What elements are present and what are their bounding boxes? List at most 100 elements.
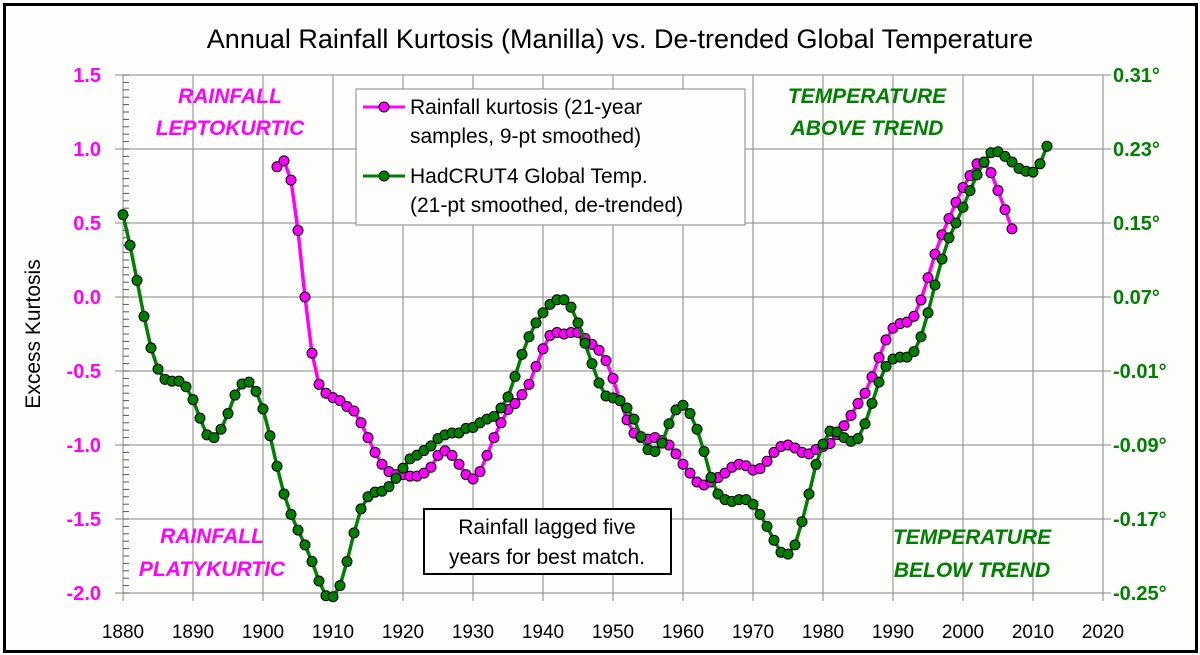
data-point-temperature: [271, 460, 283, 472]
data-point-temperature: [922, 307, 934, 319]
x-tick-label: 1940: [522, 622, 564, 643]
data-point-rainfall: [999, 204, 1011, 216]
data-point-rainfall: [537, 343, 549, 355]
data-point-temperature: [579, 337, 591, 349]
data-point-temperature: [495, 402, 507, 414]
x-tick-label: 2010: [1012, 622, 1054, 643]
data-point-rainfall: [908, 310, 920, 322]
data-point-rainfall: [278, 155, 290, 167]
data-point-rainfall: [992, 184, 1004, 196]
data-point-rainfall: [859, 387, 871, 399]
legend-label-temp-1: HadCRUT4 Global Temp.: [410, 165, 648, 188]
y-tick-label: 0.5: [73, 213, 101, 235]
data-point-rainfall: [838, 420, 850, 432]
annotation-rainfall-platykurtic-2: PLATYKURTIC: [139, 558, 286, 581]
data-point-temperature: [943, 232, 955, 244]
data-point-temperature: [803, 488, 815, 500]
annotation-rainfall-platykurtic-1: RAINFALL: [160, 525, 264, 548]
data-point-temperature: [488, 410, 500, 422]
legend-label-rainfall-1: Rainfall kurtosis (21-year: [410, 96, 642, 119]
y2-tick-label: -0.17°: [1113, 509, 1167, 531]
data-point-temperature: [152, 363, 164, 375]
data-point-temperature: [341, 556, 353, 568]
data-point-temperature: [117, 209, 129, 221]
data-point-rainfall: [446, 449, 458, 461]
legend-marker-temp: [378, 170, 390, 182]
note-line-1: Rainfall lagged five: [458, 516, 635, 539]
axis-ticks: 1880 1890 1900 1910 1920 1930 1940 1950 1960 1970…: [67, 65, 1167, 643]
data-point-temperature: [257, 403, 269, 415]
data-point-temperature: [558, 294, 570, 306]
data-point-temperature: [138, 310, 150, 322]
data-point-rainfall: [915, 294, 927, 306]
data-point-temperature: [852, 433, 864, 445]
data-point-temperature: [950, 217, 962, 229]
y2-tick-label: 0.15°: [1113, 213, 1160, 235]
data-point-temperature: [264, 430, 276, 442]
data-point-temperature: [313, 575, 325, 587]
data-point-temperature: [250, 385, 262, 397]
y2-tick-label: -0.01°: [1113, 361, 1167, 383]
data-point-temperature: [306, 556, 318, 568]
data-point-rainfall: [474, 466, 486, 478]
data-point-temperature: [124, 239, 136, 251]
y-tick-label: 1.0: [73, 139, 101, 161]
data-point-rainfall: [299, 291, 311, 303]
data-point-temperature: [299, 539, 311, 551]
data-point-rainfall: [922, 272, 934, 284]
data-point-temperature: [586, 358, 598, 370]
y-tick-label: 1.5: [73, 65, 101, 87]
data-point-temperature: [1041, 140, 1053, 152]
data-point-temperature: [915, 331, 927, 343]
data-point-temperature: [873, 376, 885, 388]
annotation-temperature-above-2: ABOVE TREND: [790, 117, 944, 140]
y-tick-label: -2.0: [67, 583, 101, 605]
data-point-temperature: [355, 503, 367, 515]
y2-tick-label: 0.31°: [1113, 65, 1160, 87]
data-point-temperature: [334, 580, 346, 592]
data-point-rainfall: [467, 473, 479, 485]
data-point-temperature: [243, 376, 255, 388]
data-point-rainfall: [677, 458, 689, 470]
data-point-temperature: [285, 508, 297, 520]
data-point-temperature: [663, 418, 675, 430]
data-point-rainfall: [873, 352, 885, 364]
data-point-rainfall: [306, 347, 318, 359]
legend: Rainfall kurtosis (21-year samples, 9-pt…: [355, 88, 746, 226]
data-point-temperature: [796, 516, 808, 528]
data-point-temperature: [810, 458, 822, 470]
data-point-temperature: [593, 377, 605, 389]
data-point-temperature: [621, 402, 633, 414]
x-tick-label: 1930: [452, 622, 494, 643]
data-point-temperature: [957, 201, 969, 213]
data-point-rainfall: [670, 448, 682, 460]
data-point-temperature: [1034, 158, 1046, 170]
data-point-temperature: [908, 346, 920, 358]
data-point-temperature: [383, 481, 395, 493]
data-point-temperature: [754, 508, 766, 520]
data-point-rainfall: [530, 361, 542, 373]
annotation-temperature-below-2: BELOW TREND: [894, 559, 1050, 582]
data-point-temperature: [180, 381, 192, 393]
data-point-temperature: [187, 394, 199, 406]
data-point-temperature: [1027, 166, 1039, 178]
data-point-rainfall: [845, 409, 857, 421]
data-point-rainfall: [418, 467, 430, 479]
data-point-temperature: [768, 534, 780, 546]
data-point-rainfall: [880, 334, 892, 346]
x-tick-label: 2020: [1082, 622, 1124, 643]
y2-tick-label: 0.07°: [1113, 287, 1160, 309]
data-point-rainfall: [901, 316, 913, 328]
data-point-temperature: [1006, 156, 1018, 168]
data-point-temperature: [964, 185, 976, 197]
data-point-temperature: [523, 331, 535, 343]
series-layer: [117, 140, 1053, 603]
data-point-temperature: [747, 498, 759, 510]
data-point-rainfall: [516, 389, 528, 401]
data-point-temperature: [327, 591, 339, 603]
data-point-temperature: [971, 169, 983, 181]
data-point-temperature: [390, 472, 402, 484]
data-point-temperature: [817, 438, 829, 450]
data-point-temperature: [614, 395, 626, 407]
